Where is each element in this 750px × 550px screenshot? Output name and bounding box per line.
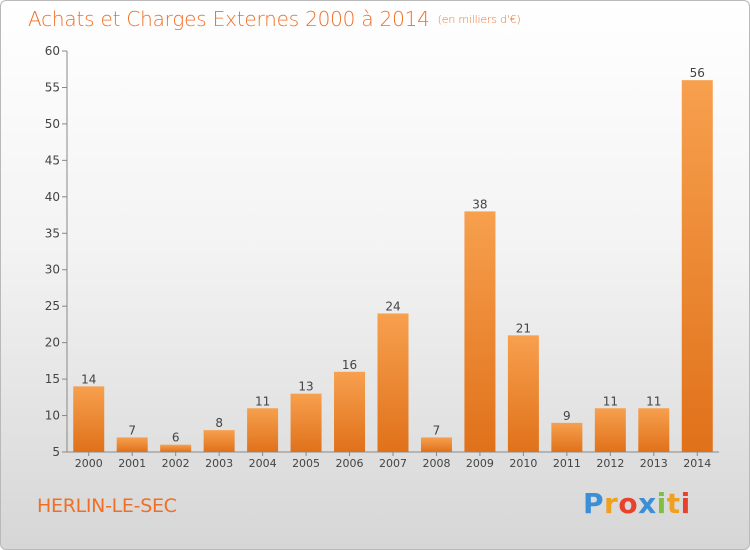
axes: 5 10 15 20 25 30 35 40 45 50 55 60 2000 2001 2002 2003 2… <box>45 44 719 470</box>
bar <box>73 386 105 452</box>
x-tick-label: 2012 <box>596 457 624 470</box>
data-label: 24 <box>385 299 400 313</box>
bar <box>160 444 192 452</box>
chart-subtitle: (en milliers d'€) <box>437 13 521 26</box>
data-label: 14 <box>81 372 96 386</box>
bars <box>73 80 713 452</box>
logo-letter: t <box>666 487 681 520</box>
bar <box>247 408 279 452</box>
logo-letter: P <box>583 487 605 520</box>
proxiti-logo: Proxiti <box>583 487 691 520</box>
x-tick-label: 2009 <box>466 457 494 470</box>
x-tick-label: 2008 <box>422 457 450 470</box>
data-labels: 14 7 6 8 11 13 16 24 7 38 21 9 11 11 56 <box>81 66 705 445</box>
y-tick-label: 55 <box>45 80 60 94</box>
bar <box>681 80 713 452</box>
data-label: 11 <box>646 394 661 408</box>
data-label: 11 <box>603 394 618 408</box>
x-tick-label: 2000 <box>75 457 103 470</box>
bar <box>551 422 583 452</box>
data-label: 9 <box>563 409 571 423</box>
x-tick-label: 2005 <box>292 457 320 470</box>
y-tick-label: 35 <box>45 226 60 240</box>
bar <box>638 408 670 452</box>
x-tick-label: 2003 <box>205 457 233 470</box>
x-tick-label: 2006 <box>336 457 364 470</box>
x-tick-label: 2007 <box>379 457 407 470</box>
y-tick-label: 20 <box>45 336 60 350</box>
y-tick-label: 10 <box>45 409 60 423</box>
x-tick-label: 2013 <box>640 457 668 470</box>
data-label: 38 <box>472 197 487 211</box>
data-label: 6 <box>172 431 180 445</box>
data-label: 7 <box>433 423 441 437</box>
x-tick-label: 2001 <box>118 457 146 470</box>
y-tick-label: 40 <box>45 190 60 204</box>
data-label: 13 <box>298 380 313 394</box>
x-tick-label: 2010 <box>509 457 537 470</box>
y-tick-label: 5 <box>52 445 60 459</box>
data-label: 21 <box>516 321 531 335</box>
bar <box>290 393 322 452</box>
logo-letter: i <box>656 487 667 520</box>
y-tick-label: 30 <box>45 263 60 277</box>
data-label: 11 <box>255 394 270 408</box>
logo-letter: o <box>618 487 639 520</box>
data-label: 16 <box>342 358 357 372</box>
x-tick-label: 2014 <box>683 457 711 470</box>
bar <box>377 313 409 452</box>
logo-letter: i <box>680 487 691 520</box>
bar <box>507 335 539 452</box>
x-tick-label: 2004 <box>249 457 277 470</box>
y-tick-label: 45 <box>45 153 60 167</box>
y-tick-label: 60 <box>45 44 60 58</box>
data-label: 7 <box>128 423 136 437</box>
y-tick-label: 25 <box>45 299 60 313</box>
data-label: 8 <box>215 416 223 430</box>
place-name: HERLIN-LE-SEC <box>37 495 177 517</box>
data-label: 56 <box>690 66 705 80</box>
bar <box>464 211 496 452</box>
bar <box>420 437 452 452</box>
bar <box>116 437 148 452</box>
logo-letter: r <box>604 487 619 520</box>
bar <box>203 430 235 452</box>
bar <box>334 371 366 452</box>
chart-title-text: Achats et Charges Externes 2000 à 2014 <box>28 7 430 31</box>
bar <box>594 408 626 452</box>
y-tick-label: 15 <box>45 372 60 386</box>
y-tick-label: 50 <box>45 117 60 131</box>
logo-letter: x <box>638 487 657 520</box>
chart-title: Achats et Charges Externes 2000 à 2014 (e… <box>28 7 521 31</box>
x-tick-label: 2011 <box>553 457 581 470</box>
x-tick-label: 2002 <box>162 457 190 470</box>
